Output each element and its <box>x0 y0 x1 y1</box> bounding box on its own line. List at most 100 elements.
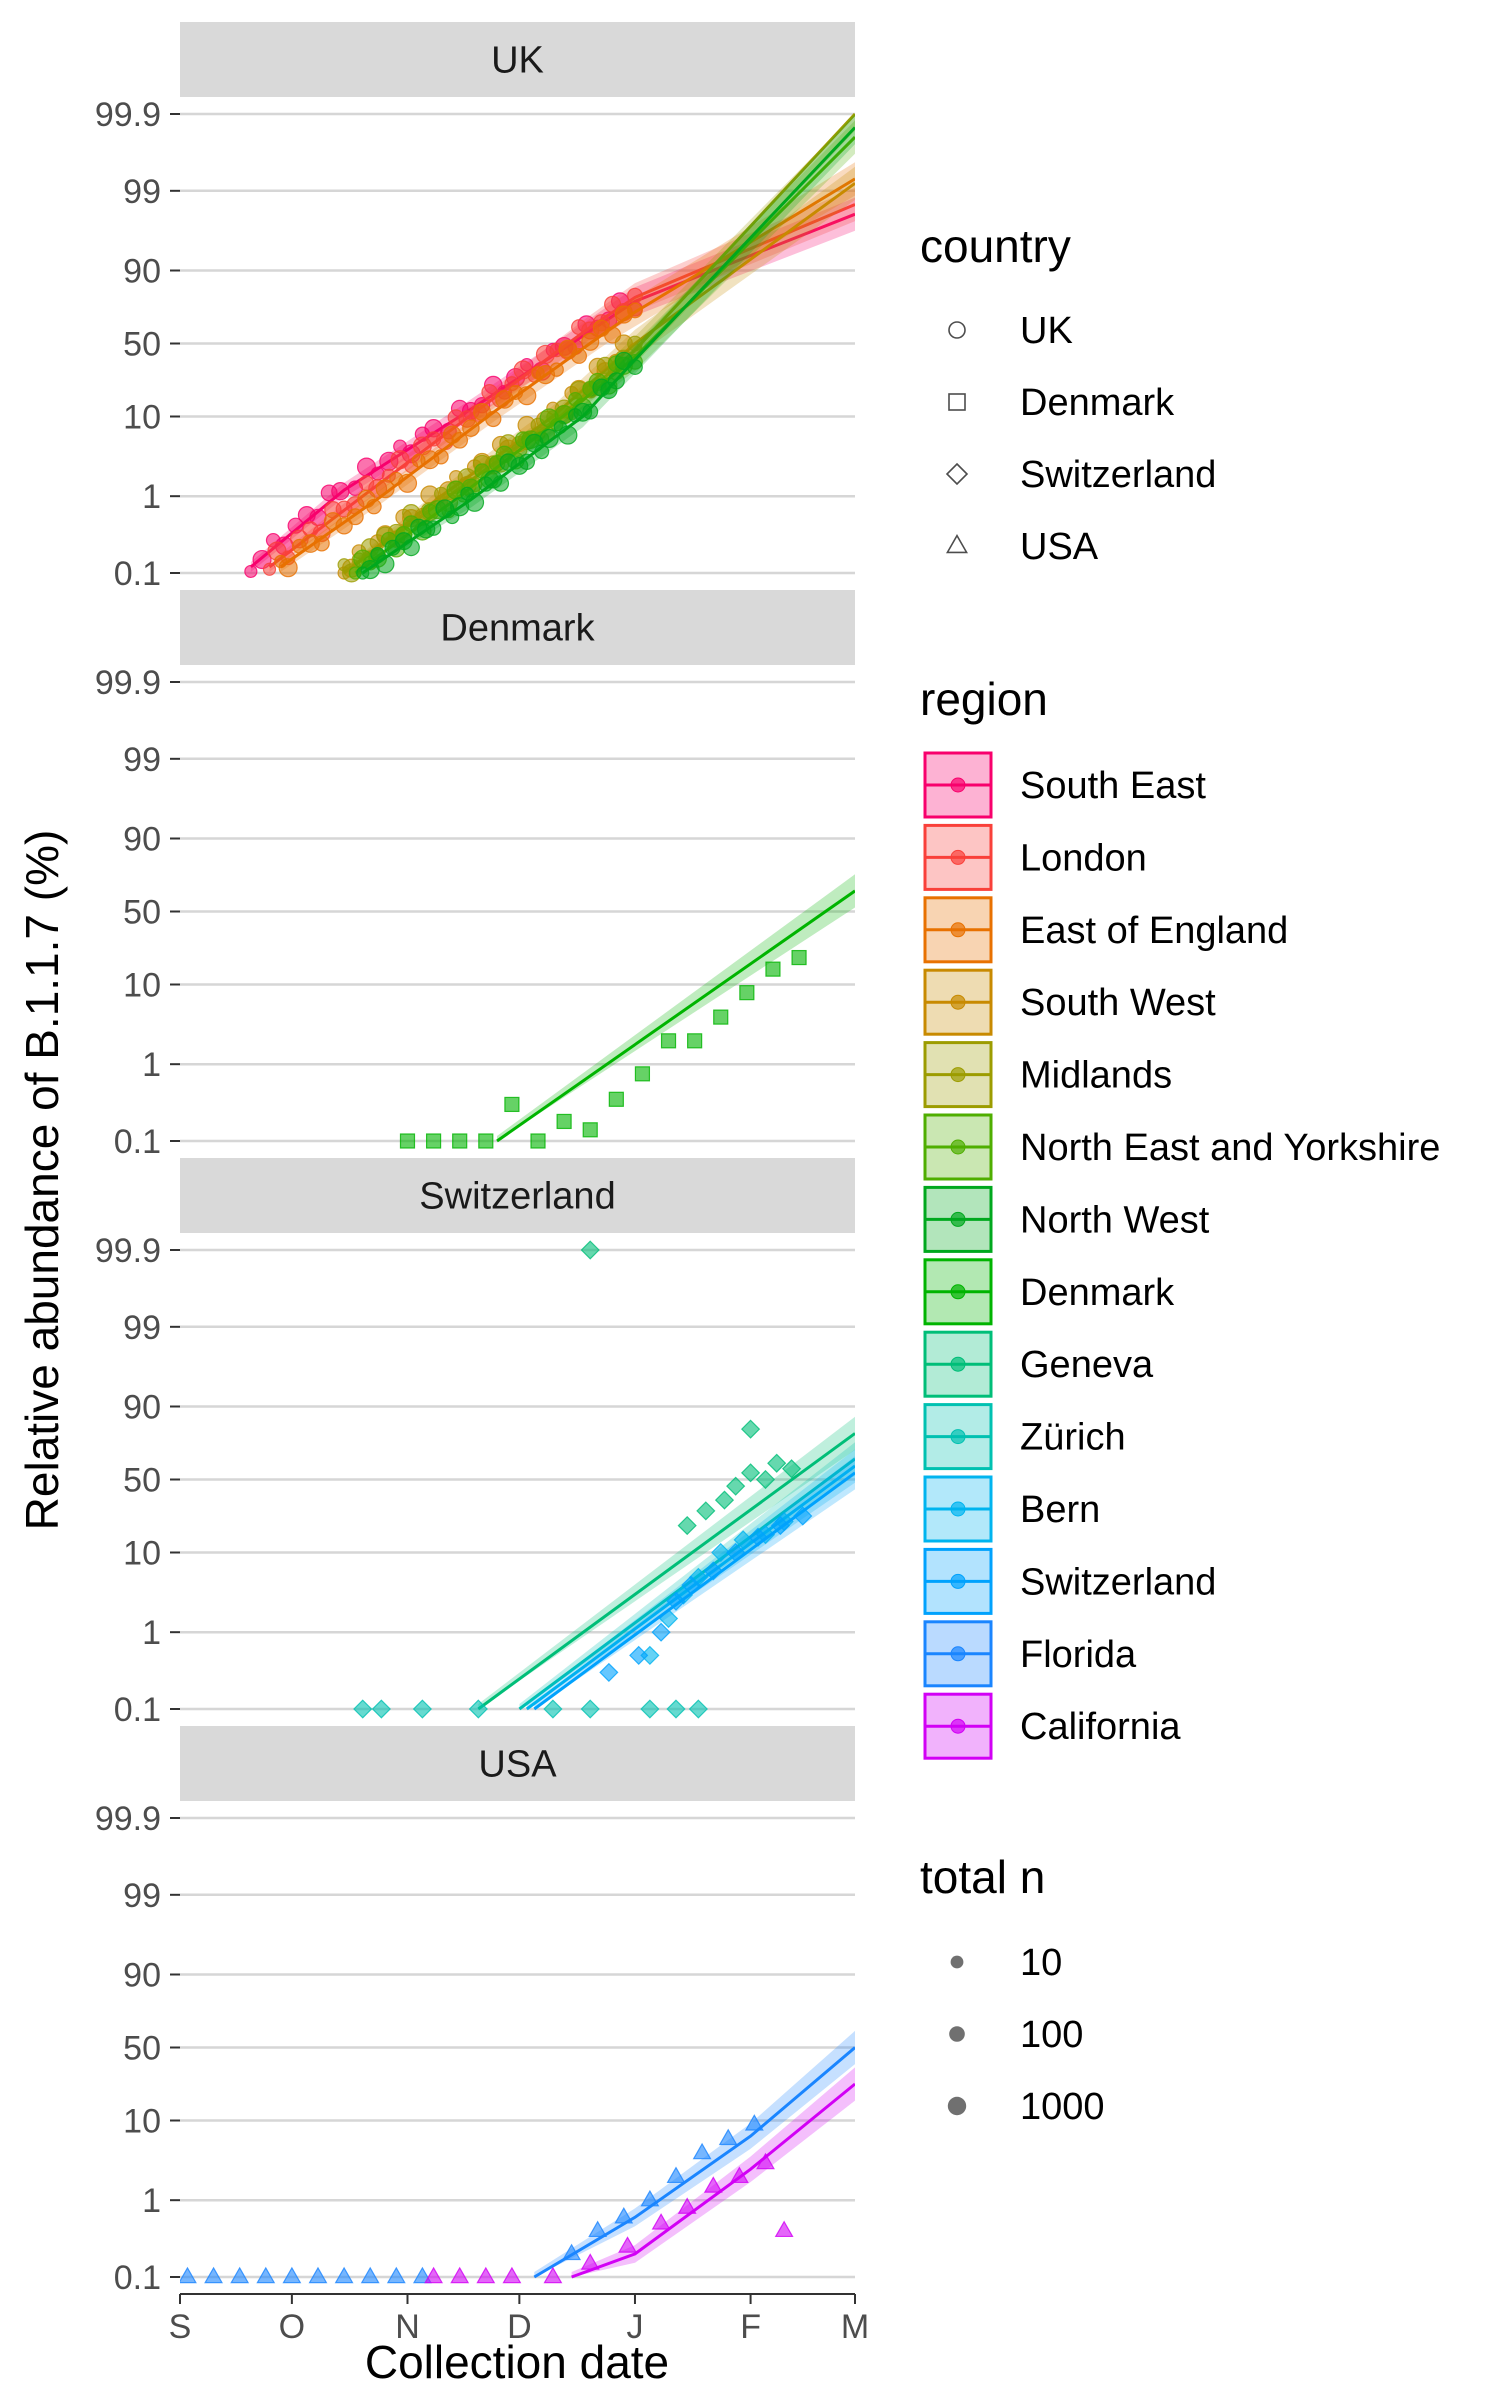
legend-label-midlands: Midlands <box>1020 1055 1172 1097</box>
legend-key-switzerland <box>945 462 969 486</box>
point-switzerland <box>599 1662 619 1683</box>
point-california <box>774 2220 794 2238</box>
point-denmark <box>556 1113 572 1130</box>
point-denmark <box>608 1091 624 1107</box>
panel-data <box>399 874 855 1149</box>
legend-label-south-west: South West <box>1020 982 1216 1024</box>
point-florida <box>282 2266 302 2284</box>
legend-key-point <box>950 1646 966 1662</box>
series-zurich <box>353 1442 855 1719</box>
point-denmark <box>504 1096 520 1113</box>
strip-label-denmark: Denmark <box>440 608 595 650</box>
y-tick-label: 1 <box>142 1614 161 1652</box>
legend-label-switzerland: Switzerland <box>1020 454 1216 496</box>
point-east-of-england <box>335 517 353 535</box>
y-tick-label: 99 <box>123 1309 161 1347</box>
legend-label-n-1000: 1000 <box>1020 2086 1105 2128</box>
strip-label-switzerland: Switzerland <box>419 1176 615 1218</box>
x-tick-label: S <box>169 2308 192 2346</box>
point-florida <box>744 2114 764 2131</box>
point-zurich <box>371 1699 391 1719</box>
legend-label-denmark: Denmark <box>1020 382 1175 424</box>
point-denmark <box>713 1009 729 1025</box>
legend-label-switzerland: Switzerland <box>1020 1561 1216 1603</box>
y-tick-label: 90 <box>123 252 161 290</box>
legend-label-n-10: 10 <box>1020 1942 1062 1984</box>
point-zurich <box>353 1699 373 1719</box>
legend-label-n-100: 100 <box>1020 2014 1083 2056</box>
legend-label-south-east: South East <box>1020 765 1206 807</box>
point-california <box>618 2236 637 2253</box>
legend-label-florida: Florida <box>1020 1634 1137 1676</box>
legend-label-geneva: Geneva <box>1020 1344 1154 1386</box>
series-florida <box>180 2030 855 2284</box>
legend-title-country: country <box>920 220 1071 272</box>
x-tick-label: D <box>507 2308 532 2346</box>
point-denmark <box>530 1133 546 1149</box>
legend-key-uk <box>948 321 966 339</box>
x-axis-title: Collection date <box>365 2336 669 2388</box>
x-tick-label: O <box>279 2308 305 2346</box>
strip-label-usa: USA <box>478 1744 557 1786</box>
y-tick-label: 10 <box>123 967 161 1005</box>
y-tick-label: 99.9 <box>95 664 161 702</box>
strip-label-uk: UK <box>491 40 544 82</box>
fit-line-east-of-england <box>279 177 855 569</box>
legend-label-bern: Bern <box>1020 1489 1100 1531</box>
point-florida <box>334 2266 354 2284</box>
point-florida <box>180 2266 197 2284</box>
y-tick-label: 0.1 <box>114 1691 161 1729</box>
panel-usa: USA 0.1 1 10 50 90 99 99.9 <box>95 1726 855 2297</box>
point-florida <box>666 2166 686 2184</box>
legend-key-point <box>950 849 966 865</box>
point-geneva <box>740 1463 761 1483</box>
y-tick-label: 10 <box>123 399 161 437</box>
legend-key-point <box>950 922 966 938</box>
legend-label-denmark: Denmark <box>1020 1272 1175 1314</box>
strip-uk <box>180 22 855 97</box>
legend-title-region: region <box>920 673 1048 725</box>
y-tick-label: 0.1 <box>114 1123 161 1161</box>
fit-band-denmark <box>497 874 855 1141</box>
legend-label-zurich: Zürich <box>1020 1417 1126 1459</box>
point-florida <box>386 2266 406 2284</box>
y-tick-label: 99.9 <box>95 1232 161 1270</box>
x-tick-label: M <box>841 2308 869 2346</box>
y-tick-label: 1 <box>142 1046 161 1084</box>
point-florida <box>204 2266 223 2284</box>
strip-usa <box>180 1726 855 1801</box>
point-switzerland <box>651 1622 671 1642</box>
point-denmark <box>634 1066 651 1082</box>
legend: country UK Denmark Switzerland USA region Sout… <box>920 220 1440 2128</box>
point-geneva <box>696 1501 716 1521</box>
fit-band-geneva <box>478 1416 855 1709</box>
legend-key-point <box>950 1356 966 1372</box>
panel-uk: UK 0.1 1 10 50 90 99 99.9 <box>95 22 855 593</box>
strip-denmark <box>180 590 855 665</box>
y-tick-label: 10 <box>123 1535 161 1573</box>
legend-key-point <box>950 1718 966 1734</box>
legend-label-north-west: North West <box>1020 1199 1210 1241</box>
point-zurich <box>412 1699 433 1719</box>
y-axis-title: Relative abundance of B.1.1.7 (%) <box>16 830 68 1531</box>
fit-line-florida <box>533 2046 855 2279</box>
fit-band-zurich <box>519 1442 855 1709</box>
y-tick-label: 50 <box>123 326 161 364</box>
point-zurich <box>543 1699 563 1719</box>
panel-data <box>353 1240 855 1719</box>
point-california <box>543 2266 563 2284</box>
x-tick-label: F <box>740 2308 761 2346</box>
fit-band-florida <box>534 2030 855 2277</box>
point-denmark <box>660 1033 677 1049</box>
legend-key-point <box>950 1284 966 1300</box>
panel-data <box>180 2030 855 2284</box>
fit-line-north-west <box>361 126 855 575</box>
y-tick-label: 99.9 <box>95 1800 161 1838</box>
point-florida <box>718 2128 738 2146</box>
panel-denmark: Denmark 0.1 1 10 50 90 99 99.9 <box>95 590 855 1161</box>
point-zurich <box>468 1699 488 1719</box>
point-geneva <box>782 1459 802 1479</box>
legend-total-n: total n 10 100 1000 <box>920 1851 1105 2128</box>
legend-key-point <box>950 1429 966 1445</box>
